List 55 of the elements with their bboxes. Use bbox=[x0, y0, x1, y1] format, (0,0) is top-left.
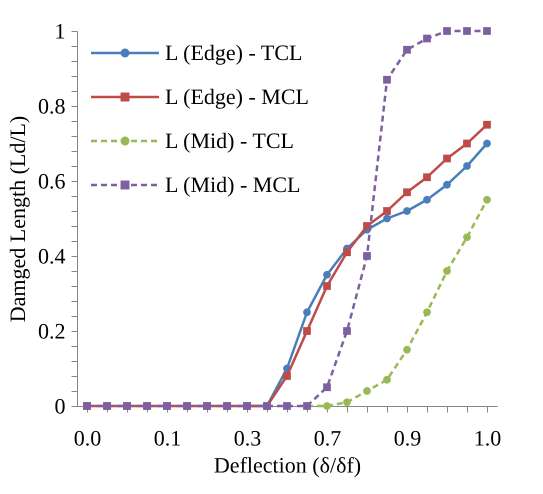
point bbox=[423, 173, 431, 182]
point bbox=[423, 308, 431, 316]
point bbox=[443, 154, 451, 162]
point bbox=[463, 140, 471, 148]
y-tick-label: 0.2 bbox=[38, 318, 66, 344]
x-tick-label: 0.1 bbox=[154, 426, 182, 450]
point bbox=[463, 27, 471, 35]
point bbox=[303, 308, 311, 316]
point bbox=[383, 207, 391, 215]
point bbox=[383, 376, 391, 384]
point bbox=[483, 27, 491, 35]
point bbox=[363, 252, 371, 260]
point bbox=[303, 327, 311, 335]
x-axis-title: Deflection (δ/δf) bbox=[214, 452, 362, 478]
legend-label: L (Edge) - MCL bbox=[165, 84, 309, 109]
point bbox=[483, 120, 491, 129]
point bbox=[363, 387, 371, 395]
point bbox=[403, 346, 411, 354]
point bbox=[403, 188, 411, 196]
point bbox=[343, 248, 351, 256]
point bbox=[463, 233, 471, 242]
y-axis-title: Damged Length (Ld/L) bbox=[5, 116, 30, 322]
point bbox=[343, 398, 351, 406]
point bbox=[323, 383, 331, 392]
point bbox=[483, 196, 491, 204]
y-tick-label: 0.6 bbox=[38, 168, 66, 194]
point bbox=[423, 34, 431, 42]
y-tick-label: 0.4 bbox=[38, 244, 66, 268]
point bbox=[383, 214, 391, 222]
y-tick-label: 0 bbox=[54, 394, 66, 418]
x-tick-label: 0.0 bbox=[74, 426, 102, 450]
legend-label: L (Mid) - TCL bbox=[165, 128, 294, 153]
point bbox=[343, 327, 351, 335]
y-tick-label: 0.8 bbox=[38, 94, 66, 118]
point bbox=[483, 140, 491, 148]
point bbox=[323, 282, 331, 290]
x-tick-label: 0.3 bbox=[234, 426, 262, 450]
x-tick-label: 1.0 bbox=[474, 426, 502, 450]
y-tick-label: 1 bbox=[54, 18, 66, 44]
point bbox=[383, 76, 391, 84]
point bbox=[443, 267, 451, 275]
point bbox=[423, 196, 431, 204]
point bbox=[323, 270, 331, 279]
point bbox=[403, 46, 411, 54]
legend-label: L (Mid) - MCL bbox=[165, 172, 300, 197]
point bbox=[443, 27, 451, 35]
x-tick-label: 0.7 bbox=[314, 426, 342, 450]
x-tick-label: 0.9 bbox=[394, 426, 422, 450]
point bbox=[283, 402, 291, 410]
point bbox=[443, 180, 451, 189]
point bbox=[323, 402, 331, 410]
point bbox=[403, 207, 411, 215]
point bbox=[283, 372, 291, 380]
legend-label: L (Edge) - TCL bbox=[165, 40, 302, 65]
point bbox=[463, 162, 471, 170]
